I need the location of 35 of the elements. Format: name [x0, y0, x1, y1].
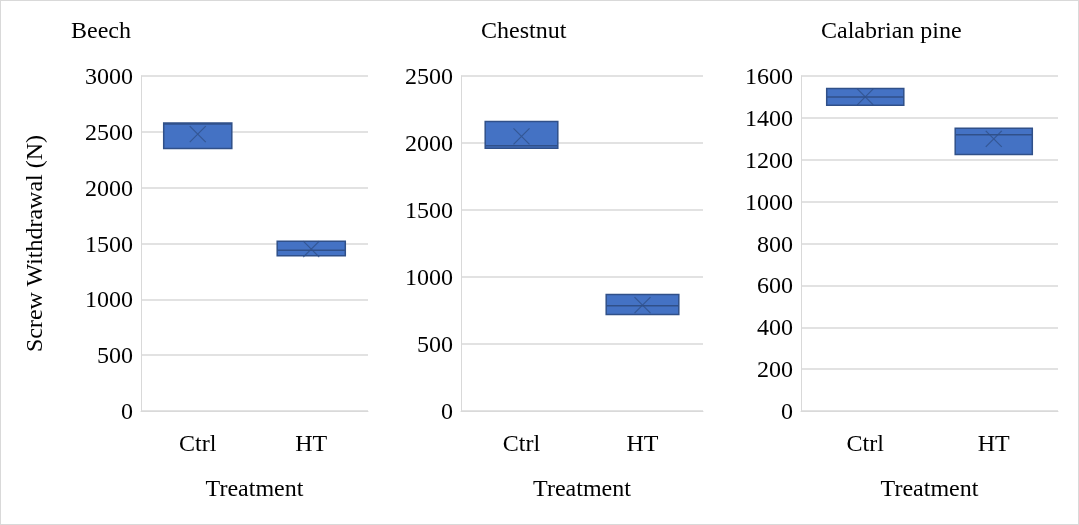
y-tick-label: 500 — [417, 331, 453, 357]
y-tick-label: 2500 — [85, 118, 133, 145]
y-tick-label: 2000 — [85, 174, 133, 201]
y-tick-label: 1600 — [745, 63, 793, 89]
y-tick-label: 200 — [757, 356, 793, 383]
y-axis-title: Screw Withdrawal (N) — [21, 134, 47, 353]
y-tick-label: 600 — [757, 272, 793, 299]
x-axis-title: Treatment — [205, 475, 304, 501]
y-tick-label: 1400 — [745, 104, 793, 131]
y-tick-label: 1000 — [405, 264, 453, 290]
x-tick-label: Ctrl — [502, 430, 541, 456]
y-tick-label: 400 — [757, 314, 793, 341]
y-tick-label: 0 — [781, 398, 793, 424]
x-tick-label: HT — [626, 430, 659, 456]
y-tick-label: 1500 — [85, 230, 133, 257]
y-tick-label: 2000 — [405, 130, 453, 156]
y-tick-label: 1000 — [745, 188, 793, 215]
y-tick-label: 1200 — [745, 146, 793, 173]
y-tick-label: 800 — [757, 230, 793, 257]
x-tick-label: HT — [977, 430, 1011, 456]
x-axis-title: Treatment — [880, 475, 979, 501]
y-tick-label: 3000 — [85, 63, 133, 89]
x-tick-label: Ctrl — [846, 430, 885, 456]
x-tick-label: Ctrl — [179, 430, 217, 456]
chart-title: Beech — [71, 17, 131, 43]
chart-title: Chestnut — [481, 17, 567, 43]
x-axis-title: Treatment — [533, 475, 632, 501]
y-tick-label: 1000 — [85, 286, 133, 313]
chart-title: Calabrian pine — [821, 17, 962, 43]
y-tick-label: 2500 — [405, 63, 453, 89]
y-tick-label: 0 — [121, 398, 133, 424]
x-tick-label: HT — [295, 430, 328, 456]
y-tick-label: 500 — [97, 342, 133, 369]
y-tick-label: 1500 — [405, 197, 453, 223]
y-tick-label: 0 — [441, 398, 453, 424]
